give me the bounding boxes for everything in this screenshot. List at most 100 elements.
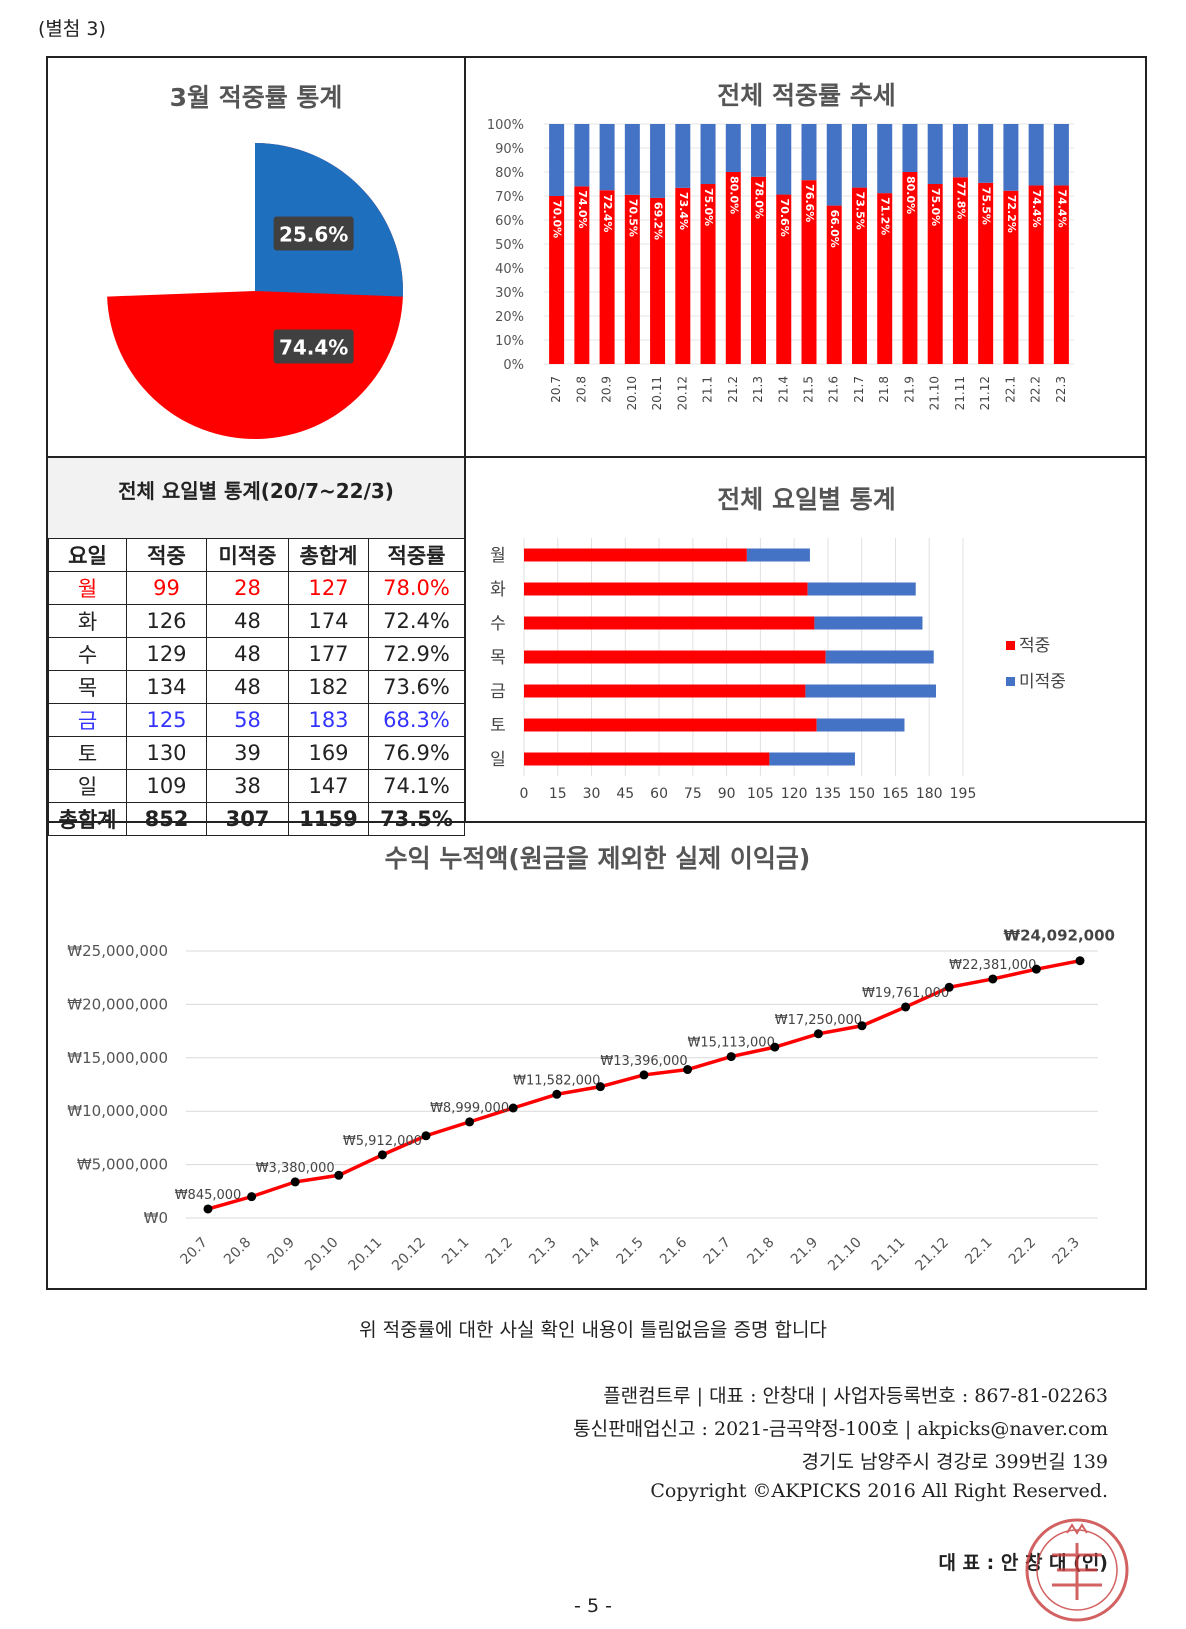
trend-bar-label: 76.6% <box>803 184 816 222</box>
weekday-y-label: 토 <box>490 716 506 736</box>
weekday-table-header-cell: 총합계 <box>288 538 369 572</box>
table-cell: 화 <box>48 604 127 638</box>
weekday-bar-miss <box>805 684 936 698</box>
table-cell: 129 <box>126 637 207 671</box>
trend-bar-hit <box>1028 185 1044 364</box>
profit-x-tick: 20.9 <box>265 1235 298 1268</box>
trend-y-tick: 90% <box>495 142 524 157</box>
table-cell: 182 <box>288 670 369 704</box>
weekday-table-header-cell: 적중률 <box>368 538 465 572</box>
weekday-x-tick: 0 <box>520 786 529 802</box>
profit-point-label: ₩17,250,000 <box>775 1013 862 1028</box>
table-cell: 183 <box>288 703 369 737</box>
trend-bar-miss <box>1028 124 1044 186</box>
table-cell: 48 <box>206 637 289 671</box>
trend-bar-label: 72.4% <box>601 194 614 232</box>
trend-y-tick: 80% <box>495 166 524 181</box>
trend-bar-hit <box>1003 190 1019 364</box>
weekday-bar-hit <box>524 718 817 732</box>
profit-x-tick: 21.12 <box>912 1235 952 1275</box>
trend-x-tick: 21.12 <box>978 376 992 410</box>
trend-bar-label: 73.5% <box>853 192 866 230</box>
table-row: 월 99 28 127 78.0% <box>48 571 465 605</box>
profit-x-tick: 20.7 <box>177 1235 210 1268</box>
table-row: 토 130 39 169 76.9% <box>48 736 465 770</box>
profit-point-label: ₩19,761,000 <box>862 986 949 1001</box>
trend-bar-miss <box>574 124 590 187</box>
trend-bar-miss <box>1003 124 1019 191</box>
weekday-bar-hit <box>524 752 770 766</box>
table-cell: 38 <box>206 769 289 803</box>
trend-chart-title: 전체 적중률 추세 <box>717 81 896 110</box>
table-cell: 금 <box>48 703 127 737</box>
table-cell: 73.5% <box>368 802 465 836</box>
weekday-bar-miss <box>816 718 905 732</box>
profit-x-tick: 21.10 <box>825 1235 865 1275</box>
profit-chart-title: 수익 누적액(원금을 제외한 실제 이익금) <box>384 844 811 873</box>
profit-x-tick: 21.6 <box>657 1234 690 1267</box>
table-row: 목 134 48 182 73.6% <box>48 670 465 704</box>
profit-point <box>770 1042 780 1052</box>
official-seal <box>1025 1518 1129 1622</box>
trend-bar-label: 74.4% <box>1055 189 1068 227</box>
weekday-table-panel: 전체 요일별 통계(20/7~22/3) 요일 적중 미적중 총합계 적중률 월 99 28… <box>48 458 466 836</box>
trend-bar-label: 75.0% <box>929 188 942 226</box>
weekday-bar-miss <box>807 582 916 596</box>
trend-y-tick: 10% <box>495 334 524 349</box>
weekday-bar-hit <box>524 548 747 562</box>
profit-point <box>421 1131 431 1141</box>
trend-x-tick: 21.3 <box>751 376 765 403</box>
trend-bar-hit <box>574 186 590 364</box>
table-cell: 48 <box>206 670 289 704</box>
footer-line-4: Copyright ©AKPICKS 2016 All Right Reserv… <box>650 1480 1108 1502</box>
trend-x-tick: 21.10 <box>928 376 942 410</box>
profit-x-tick: 21.1 <box>439 1235 472 1268</box>
profit-x-tick: 21.4 <box>570 1234 603 1267</box>
pie-label-0: 74.4% <box>279 335 348 359</box>
trend-bar-label: 73.4% <box>677 192 690 230</box>
trend-bar-label: 70.5% <box>626 199 639 237</box>
trend-x-tick: 21.6 <box>827 376 841 403</box>
pie-chart-title: 3월 적중률 통계 <box>169 83 343 112</box>
profit-point-label: ₩8,999,000 <box>430 1101 509 1116</box>
footer-line-3: 경기도 남양주시 경강로 399번길 139 <box>801 1451 1108 1473</box>
trend-bar-miss <box>624 124 640 195</box>
profit-x-tick: 22.3 <box>1049 1235 1082 1268</box>
weekday-table-header-cell: 적중 <box>126 538 207 572</box>
trend-bar-hit <box>751 176 767 364</box>
profit-point-label: ₩11,582,000 <box>513 1073 600 1088</box>
table-cell: 78.0% <box>368 571 465 605</box>
profit-point <box>1075 956 1085 966</box>
confirm-text: 위 적중률에 대한 사실 확인 내용이 틀림없음을 증명 합니다 <box>359 1319 827 1341</box>
trend-x-tick: 20.12 <box>675 376 689 410</box>
trend-bar-hit <box>725 172 741 364</box>
trend-bar-label: 71.2% <box>879 197 892 235</box>
table-row: 일 109 38 147 74.1% <box>48 769 465 803</box>
pie-chart-panel: 3월 적중률 통계 74.4% 25.6% <box>48 58 466 458</box>
trend-bar-miss <box>978 124 994 183</box>
table-cell: 174 <box>288 604 369 638</box>
trend-bar-miss <box>700 124 716 184</box>
profit-point <box>595 1082 605 1092</box>
profit-point <box>247 1192 257 1202</box>
weekday-x-tick: 120 <box>781 786 808 802</box>
legend-swatch-0 <box>1006 641 1015 650</box>
weekday-x-tick: 165 <box>882 786 909 802</box>
trend-x-tick: 20.7 <box>549 376 563 403</box>
trend-bar-hit <box>700 184 716 364</box>
page-number: - 5 - <box>574 1595 612 1617</box>
table-cell: 토 <box>48 736 127 770</box>
table-cell: 134 <box>126 670 207 704</box>
trend-bar-label: 70.6% <box>778 199 791 237</box>
profit-y-tick: ₩20,000,000 <box>67 995 168 1013</box>
trend-bar-label: 80.0% <box>904 176 917 214</box>
trend-y-tick: 40% <box>495 262 524 277</box>
trend-bar-label: 74.4% <box>1030 189 1043 227</box>
profit-point <box>508 1103 518 1113</box>
trend-bar-miss <box>902 124 918 172</box>
footer-line-2: 통신판매업신고 : 2021-금곡약정-100호 | akpicks@naver… <box>573 1418 1108 1440</box>
table-cell: 일 <box>48 769 127 803</box>
trend-bar-miss <box>952 124 968 178</box>
profit-x-tick: 20.8 <box>221 1235 254 1268</box>
table-row: 금 125 58 183 68.3% <box>48 703 465 737</box>
